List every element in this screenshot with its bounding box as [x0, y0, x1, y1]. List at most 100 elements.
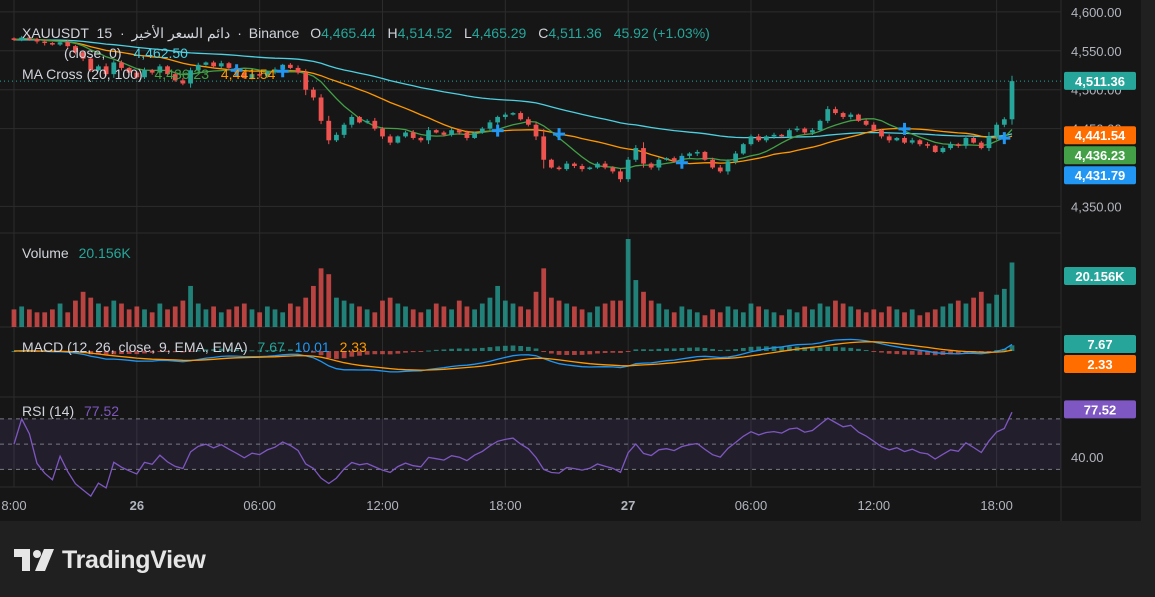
candle-body	[625, 159, 631, 180]
tradingview-logo-icon	[14, 549, 54, 571]
price-badge: 4,431.79	[1075, 168, 1126, 183]
volume-bar	[456, 300, 462, 327]
macd-histogram-bar	[871, 351, 877, 353]
volume-bar	[387, 297, 393, 327]
volume-bar	[403, 306, 408, 327]
candle-body	[664, 158, 669, 160]
volume-bar	[50, 309, 55, 327]
volume-label: Volume	[22, 245, 69, 261]
volume-bar	[725, 306, 731, 327]
macd-histogram-bar	[541, 351, 547, 353]
price-badge-bg	[1064, 166, 1136, 185]
volume-bar	[886, 306, 892, 327]
volume-bar	[994, 294, 1000, 327]
macd-histogram-bar	[595, 351, 600, 354]
indicator-legend[interactable]: (close, 0) 4,462.50	[64, 45, 188, 61]
candle-body	[364, 120, 370, 123]
macd-histogram-bar	[579, 351, 585, 355]
macd-histogram-bar	[502, 345, 508, 352]
volume-bar	[917, 315, 923, 327]
candle-body	[318, 97, 324, 121]
volume-bar	[978, 291, 984, 327]
volume-bar	[572, 306, 577, 327]
axes: 8:00 26 06:00 12:00 18:00 27 06:00 12:00 18:00 4,…	[1, 5, 1121, 513]
header-low: 4,465.29	[472, 25, 527, 41]
macd-legend[interactable]: MACD (12, 26, close, 9, EMA, EMA) 7.67 1…	[22, 339, 367, 355]
candle-body	[287, 64, 293, 68]
candle-body	[518, 113, 524, 120]
volume-bar	[610, 300, 616, 327]
macd-histogram-bar	[449, 348, 454, 352]
macd-histogram-bar	[395, 351, 401, 354]
macd-histogram-bar	[694, 347, 700, 352]
candle-body	[326, 120, 332, 141]
candle-body	[717, 167, 723, 172]
rsi-legend[interactable]: RSI (14) 77.52	[22, 403, 119, 419]
candle-body	[165, 66, 170, 75]
macd-histogram-bar	[886, 351, 892, 354]
macd-histogram-bar	[740, 347, 746, 352]
candle-body	[134, 72, 140, 78]
volume-bar	[648, 300, 654, 327]
volume-bar	[963, 303, 969, 327]
volume-bar	[203, 309, 209, 327]
volume-bar	[541, 268, 547, 327]
macd-histogram-bar	[779, 346, 785, 352]
candle-body	[42, 41, 48, 44]
volume-bar	[825, 306, 831, 327]
volume-bar	[940, 306, 946, 327]
candle-body	[50, 43, 55, 45]
candle-body	[549, 159, 554, 168]
ma-cross-label: MA Cross (20, 100)	[22, 66, 143, 82]
volume-bar	[479, 303, 485, 327]
macd-badge: 2.33	[1087, 357, 1112, 372]
candle-body	[641, 148, 646, 164]
time-tick-label: 26	[130, 498, 144, 513]
volume-badge: 20.156K	[1075, 269, 1125, 284]
macd-signal-line	[14, 341, 1013, 371]
macd-histogram-bar	[679, 348, 685, 352]
rsi-line	[13, 411, 1013, 498]
volume-bar	[671, 312, 677, 327]
candle-body	[111, 62, 117, 75]
candle-body	[971, 137, 976, 143]
volume-bar	[472, 309, 477, 327]
volume-bar	[157, 303, 163, 327]
macd-badge-bg	[1064, 335, 1136, 354]
macd-histogram-bar	[848, 347, 854, 352]
candle-body	[180, 80, 186, 84]
candle-body	[932, 145, 938, 152]
header-legend[interactable]: XAUUSDT 15 · دائم السعر الأخير · Binance…	[22, 24, 710, 42]
macd-histogram-bar	[986, 351, 992, 353]
candle-body	[825, 109, 831, 121]
macd-pane	[11, 338, 1015, 373]
volume-bar	[80, 291, 86, 327]
time-tick-label: 18:00	[489, 498, 522, 513]
ma-cross-legend[interactable]: MA Cross (20, 100) 4,436.23 4,441.54	[22, 66, 276, 82]
price-badge-bg	[1064, 146, 1136, 165]
volume-pane	[11, 239, 1015, 327]
header-source: دائم السعر الأخير	[131, 24, 231, 42]
volume-bar	[817, 303, 823, 327]
macd-histogram-bar	[1009, 345, 1015, 352]
volume-bar	[295, 306, 301, 327]
volume-legend[interactable]: Volume 20.156K	[22, 245, 131, 261]
tradingview-logo[interactable]: TradingView	[14, 544, 206, 576]
macd-histogram-bar	[318, 351, 324, 356]
macd-badge-bg	[1064, 355, 1136, 374]
candle-body	[426, 130, 431, 141]
macd-histogram-bar	[165, 351, 170, 353]
candle-body	[88, 58, 94, 71]
volume-bar	[142, 309, 147, 327]
volume-bar	[948, 303, 953, 327]
macd-histogram-bar	[625, 351, 631, 353]
macd-histogram-bar	[687, 347, 692, 352]
header-close: 4,511.36	[548, 25, 602, 41]
volume-bar	[311, 285, 316, 327]
ma-cross-markers	[230, 64, 1011, 169]
macd-histogram-bar	[142, 351, 147, 354]
price-badge: 4,436.23	[1075, 148, 1126, 163]
volume-bar	[833, 300, 838, 327]
candle-body	[188, 70, 193, 84]
